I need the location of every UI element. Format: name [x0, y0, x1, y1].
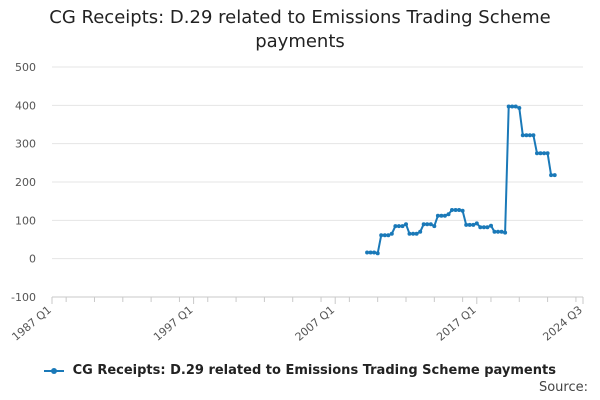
data-point	[535, 151, 539, 156]
y-tick-label: 500	[15, 61, 36, 74]
data-point	[531, 133, 536, 138]
y-tick-label: 300	[15, 138, 36, 151]
data-point	[414, 231, 419, 236]
chart-title: CG Receipts: D.29 related to Emissions T…	[0, 6, 600, 54]
y-tick-label: 200	[15, 176, 36, 189]
x-tick-label: 1997 Q1	[151, 303, 195, 343]
data-point	[396, 224, 401, 229]
data-point	[499, 229, 504, 234]
source-label: Source:	[538, 380, 588, 395]
legend-line-marker-icon	[44, 366, 65, 376]
data-point	[450, 208, 454, 212]
data-point	[386, 233, 391, 238]
data-point	[404, 222, 408, 227]
data-point	[442, 213, 447, 218]
data-point	[365, 250, 370, 255]
data-point	[503, 230, 508, 235]
data-point	[382, 233, 387, 238]
data-point	[432, 224, 437, 229]
y-tick-label: 100	[15, 214, 36, 227]
chart-title-line-1: CG Receipts: D.29 related to Emissions T…	[49, 7, 551, 28]
data-point	[489, 223, 493, 228]
data-point	[372, 250, 377, 255]
data-point	[527, 133, 532, 138]
data-point	[474, 221, 479, 226]
data-point	[513, 104, 518, 109]
data-point	[467, 222, 472, 227]
data-point	[368, 250, 373, 255]
data-point	[446, 212, 451, 217]
data-point	[549, 173, 554, 178]
series-line	[367, 105, 555, 255]
data-point	[492, 229, 497, 234]
data-point	[375, 251, 380, 256]
data-point	[481, 225, 486, 230]
data-point	[393, 224, 398, 229]
data-point	[485, 225, 490, 230]
data-point	[418, 229, 423, 234]
data-point	[506, 104, 511, 109]
y-tick-label: -100	[11, 291, 36, 304]
y-tick-label: 400	[15, 99, 36, 112]
data-point	[379, 233, 384, 238]
x-tick-label: 2024 Q3	[540, 303, 584, 343]
data-point	[435, 213, 440, 218]
data-point	[478, 225, 483, 230]
chart-title-line-2: payments	[255, 31, 345, 52]
data-point	[421, 222, 426, 227]
data-point	[545, 151, 550, 156]
data-point	[407, 231, 412, 236]
data-point	[439, 213, 444, 218]
x-tick-label: 1987 Q1	[9, 303, 53, 343]
data-point	[520, 133, 525, 138]
data-point	[524, 133, 529, 138]
data-point	[510, 104, 515, 109]
data-point	[460, 208, 465, 213]
data-point	[542, 151, 547, 156]
data-point	[389, 231, 394, 236]
legend[interactable]: CG Receipts: D.29 related to Emissions T…	[0, 363, 600, 378]
data-point	[471, 222, 476, 227]
data-point	[538, 151, 543, 156]
data-point	[425, 222, 430, 227]
data-point	[496, 229, 500, 234]
data-point	[453, 208, 458, 212]
data-point	[457, 208, 462, 212]
x-tick-label: 2017 Q1	[434, 303, 478, 343]
data-point	[552, 173, 557, 178]
data-point	[400, 224, 405, 229]
x-tick-label: 2007 Q1	[293, 303, 337, 343]
data-point	[464, 222, 469, 227]
data-point	[428, 222, 433, 227]
data-point	[411, 231, 416, 236]
y-tick-label: 0	[29, 253, 36, 266]
data-point	[517, 106, 522, 110]
legend-label: CG Receipts: D.29 related to Emissions T…	[72, 363, 556, 378]
